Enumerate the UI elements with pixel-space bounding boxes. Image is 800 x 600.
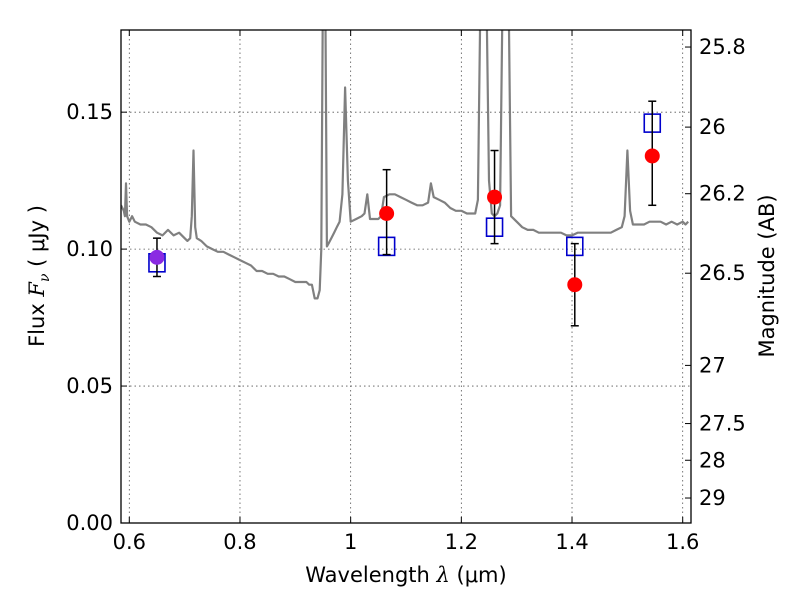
plot-area: [121, 30, 689, 327]
y-tick-label: 0.15: [66, 100, 113, 124]
y-tick-label: 0.10: [66, 237, 113, 261]
x-tick-label: 1.2: [445, 530, 478, 554]
model-spectrum-line: [121, 30, 689, 300]
x-tick-label: 1.4: [555, 530, 588, 554]
y2-tick-label: 26: [699, 115, 726, 139]
y2-tick-label: 27.5: [699, 412, 746, 436]
ticks: 0.6 0.8 1 1.2 1.4 1.6 0.00 0.05 0.10 0.15 25.8 26 26…: [66, 30, 746, 554]
x-tick-label: 0.8: [223, 530, 256, 554]
x-tick-label: 1: [344, 530, 357, 554]
observed-point: [149, 249, 165, 265]
y2-tick-label: 26.2: [699, 182, 746, 206]
plot-frame: [120, 29, 692, 524]
y-tick-label: 0.00: [66, 511, 113, 535]
observed-point: [487, 189, 503, 205]
observed-point: [644, 148, 660, 164]
y2-tick-label: 27: [699, 353, 726, 377]
observed-point: [567, 277, 583, 293]
y2-tick-label: 28: [699, 448, 726, 472]
y-axis-label: Flux Fν ( μJy ): [25, 205, 53, 347]
x-tick-label: 1.6: [666, 530, 699, 554]
y2-tick-label: 25.8: [699, 35, 746, 59]
y-tick-label: 0.05: [66, 374, 113, 398]
x-tick-label: 0.6: [113, 530, 146, 554]
observed-point: [379, 206, 395, 222]
y2-tick-label: 26.5: [699, 261, 746, 285]
x-axis-label: Wavelength λ (μm): [305, 563, 506, 587]
y2-tick-label: 29: [699, 486, 726, 510]
grid: [121, 30, 691, 524]
right-axis-label: Magnitude (AB): [755, 194, 779, 357]
